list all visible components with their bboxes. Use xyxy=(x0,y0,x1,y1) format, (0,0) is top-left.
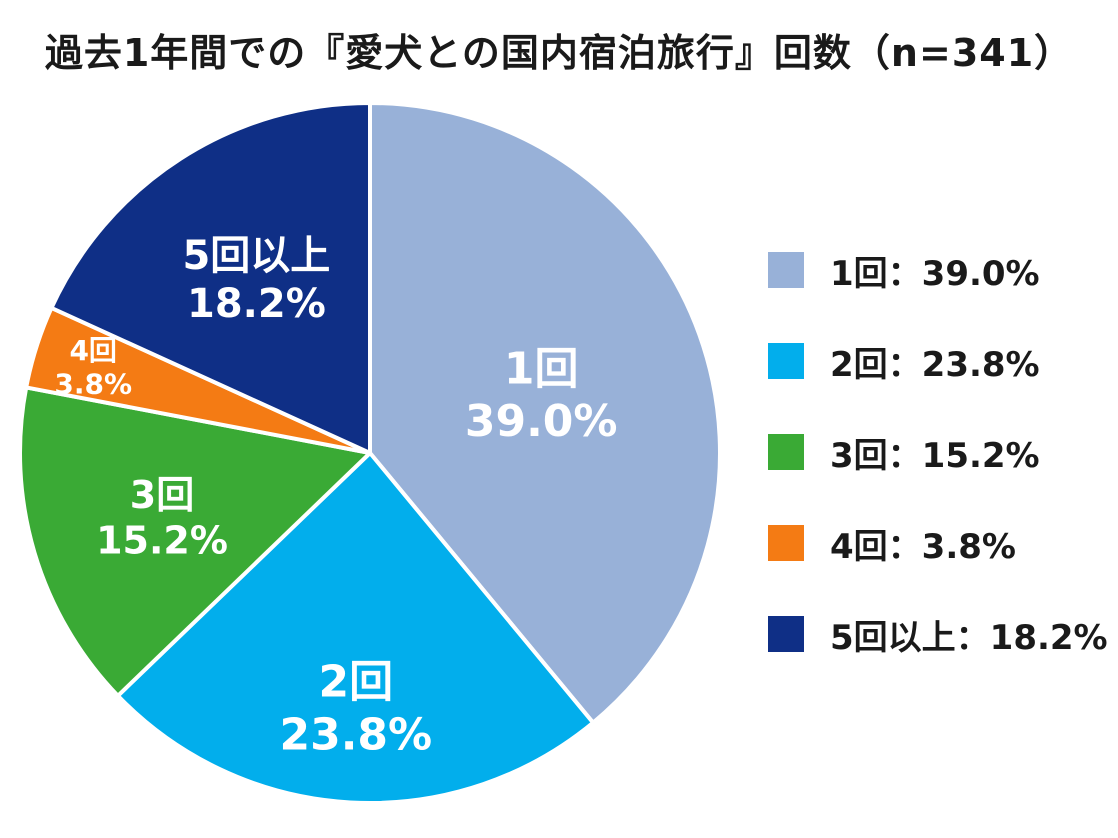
legend-swatch-one-time xyxy=(768,252,804,288)
slice-category-label-three-times: 3回 xyxy=(130,473,194,517)
chart-legend: 1回：39.0% 2回：23.8% 3回：15.2% 4回：3.8% 5回以上：18.2… xyxy=(768,250,1108,705)
legend-label-two-times: 2回：23.8% xyxy=(830,344,1040,385)
legend-swatch-three-times xyxy=(768,434,804,470)
legend-label-one-time: 1回：39.0% xyxy=(830,253,1040,294)
legend-swatch-four-times xyxy=(768,525,804,561)
legend-label-three-times: 3回：15.2% xyxy=(830,435,1040,476)
legend-label-four-times: 4回：3.8% xyxy=(830,526,1016,567)
legend-item-four-times: 4回：3.8% xyxy=(768,523,1108,567)
pie-slice-one-time xyxy=(368,101,722,725)
slice-value-label-three-times: 15.2% xyxy=(96,519,228,563)
pie-slice-two-times xyxy=(115,451,596,805)
slice-category-label-one-time: 1回 xyxy=(504,343,579,394)
slice-category-label-five-plus: 5回以上 xyxy=(182,233,330,279)
legend-label-five-plus: 5回以上：18.2% xyxy=(830,617,1108,658)
chart-title: 過去1年間での『愛犬との国内宿泊旅行』回数（n=341） xyxy=(44,31,1074,75)
legend-item-one-time: 1回：39.0% xyxy=(768,250,1108,294)
slice-value-label-four-times: 3.8% xyxy=(54,368,132,401)
pie-slices xyxy=(18,101,722,805)
slice-category-label-four-times: 4回 xyxy=(69,334,116,367)
legend-item-two-times: 2回：23.8% xyxy=(768,341,1108,385)
slice-value-label-one-time: 39.0% xyxy=(465,396,618,447)
legend-item-five-plus: 5回以上：18.2% xyxy=(768,614,1108,658)
legend-item-three-times: 3回：15.2% xyxy=(768,432,1108,476)
legend-swatch-two-times xyxy=(768,343,804,379)
slice-category-label-two-times: 2回 xyxy=(318,657,393,708)
slice-value-label-two-times: 23.8% xyxy=(279,710,432,761)
pie-slice-three-times xyxy=(18,385,372,698)
pie-slice-five-plus xyxy=(49,101,372,455)
legend-swatch-five-plus xyxy=(768,616,804,652)
slice-value-label-five-plus: 18.2% xyxy=(187,281,326,327)
